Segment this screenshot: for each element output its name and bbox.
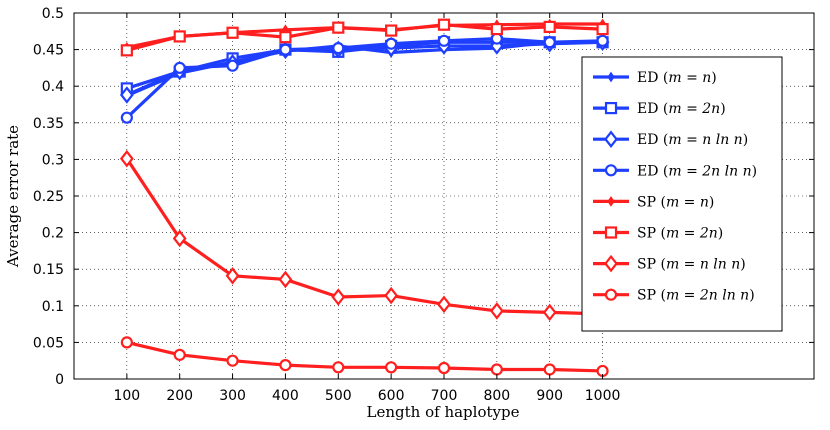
axis-ticks: 100 200 300 400 500 600 700 800 900 1000 0 0.05 0.1 0…	[33, 6, 814, 404]
x-tick-label: 200	[166, 388, 193, 404]
series-4	[120, 32, 609, 124]
data-point	[173, 30, 186, 43]
legend-marker	[604, 226, 618, 239]
x-tick-label: 300	[219, 388, 246, 404]
data-point	[490, 363, 503, 376]
data-point	[543, 20, 556, 34]
data-point	[226, 354, 239, 367]
series-8	[120, 336, 609, 378]
data-point	[332, 361, 345, 374]
data-point	[279, 43, 292, 56]
data-point	[120, 336, 133, 349]
data-point	[226, 26, 239, 39]
y-tick-label: 0.35	[33, 116, 64, 132]
data-point	[437, 34, 451, 47]
data-point	[278, 270, 293, 289]
legend-label: SP (m = 2n)	[637, 226, 723, 242]
x-tick-label: 500	[325, 388, 352, 404]
series-layer	[119, 18, 610, 378]
y-tick-label: 0.05	[33, 335, 64, 351]
data-point	[225, 267, 240, 285]
data-point	[542, 303, 557, 322]
legend-label: SP (m = 2n ln n)	[637, 288, 755, 304]
legend-marker	[604, 130, 618, 148]
data-point	[385, 37, 398, 50]
legend-label: ED (m = 2n)	[637, 101, 726, 117]
legend-item: ED (m = 2n)	[593, 101, 726, 117]
data-point	[596, 34, 609, 47]
y-tick-label: 0.15	[33, 262, 64, 278]
legend-item: ED (m = 2n ln n)	[593, 163, 757, 179]
x-axis-label: Length of haplotype	[367, 403, 520, 421]
data-point	[119, 86, 134, 104]
legend-marker	[604, 164, 618, 177]
y-tick-label: 0.2	[42, 226, 64, 242]
y-tick-label: 0.25	[33, 189, 64, 205]
data-point	[596, 23, 609, 36]
data-point	[490, 23, 503, 36]
y-tick-label: 0.5	[42, 6, 64, 22]
y-tick-label: 0.3	[42, 152, 64, 168]
x-tick-label: 1000	[585, 388, 621, 404]
y-axis-label: Average error rate	[4, 125, 22, 268]
x-tick-label: 900	[536, 388, 563, 404]
legend-label: SP (m = n)	[637, 194, 714, 210]
legend-marker	[607, 195, 615, 207]
data-point	[226, 59, 239, 72]
series-line	[125, 157, 603, 316]
legend-item: SP (m = 2n)	[593, 226, 723, 242]
series-line	[126, 23, 603, 52]
data-point	[173, 348, 186, 361]
data-point	[331, 288, 346, 306]
data-point	[120, 111, 133, 124]
legend-marker	[604, 254, 618, 273]
legend-item: SP (m = n)	[593, 194, 714, 210]
data-point	[437, 295, 451, 314]
data-point	[332, 42, 345, 55]
legend-item: SP (m = 2n ln n)	[593, 288, 755, 304]
legend-label: ED (m = n ln n)	[637, 132, 748, 148]
data-point	[543, 36, 556, 49]
y-tick-label: 0.1	[42, 299, 64, 315]
legend-label: ED (m = n)	[637, 70, 717, 86]
legend-item: ED (m = n)	[593, 70, 717, 86]
data-point	[172, 229, 187, 248]
series-line	[125, 37, 603, 119]
data-point	[489, 302, 504, 320]
series-6	[120, 18, 609, 57]
legend: ED (m = n) ED (m = 2n) ED (m = n ln n) ED (…	[581, 56, 783, 332]
data-point	[437, 18, 451, 31]
y-tick-label: 0.45	[33, 43, 64, 59]
legend-marker	[604, 288, 618, 301]
data-point	[279, 31, 292, 44]
x-tick-label: 100	[113, 388, 140, 404]
data-point	[543, 363, 556, 376]
data-point	[384, 286, 399, 305]
y-tick-label: 0	[55, 372, 64, 388]
series-line	[126, 340, 603, 373]
series-7	[119, 149, 610, 323]
legend-marker	[607, 71, 615, 83]
legend-label: SP (m = n ln n)	[637, 257, 746, 273]
data-point	[437, 361, 451, 375]
legend-item: ED (m = n ln n)	[593, 130, 748, 148]
data-point	[385, 361, 398, 374]
data-point	[119, 149, 134, 168]
data-point	[120, 44, 133, 57]
legend-label: ED (m = 2n ln n)	[637, 163, 757, 179]
legend-item: SP (m = n ln n)	[593, 254, 746, 273]
data-point	[385, 24, 398, 37]
data-point	[173, 61, 186, 75]
legend-marker	[604, 101, 618, 115]
x-tick-label: 700	[431, 388, 458, 404]
x-tick-label: 400	[272, 388, 299, 404]
data-point	[279, 358, 292, 372]
x-tick-label: 800	[483, 388, 510, 404]
data-point	[332, 21, 345, 34]
y-tick-label: 0.4	[42, 79, 64, 95]
x-tick-label: 600	[378, 388, 405, 404]
